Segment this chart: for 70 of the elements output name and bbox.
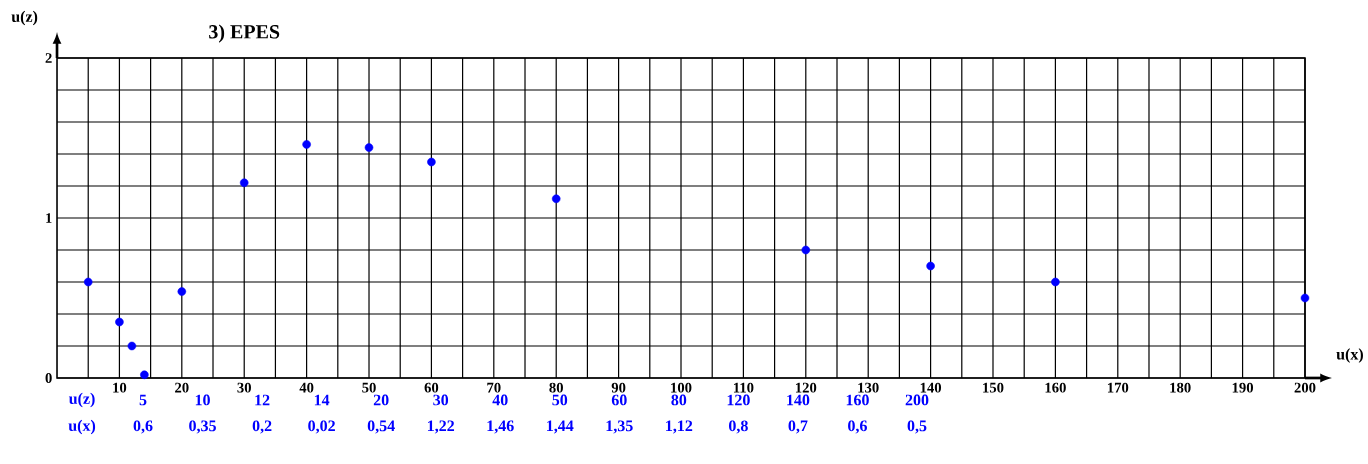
text: 5 [139, 394, 147, 406]
text: 140 [787, 394, 810, 406]
text: 0,02 [308, 420, 335, 434]
y-tick-label: 1 [46, 213, 52, 223]
text: 0,7 [788, 420, 808, 434]
point [801, 245, 811, 255]
text: 0,6 [848, 420, 867, 434]
y-tick-label: 0 [45, 373, 52, 383]
x-tick-label: 90 [611, 382, 626, 393]
x-tick-label: 190 [1232, 382, 1254, 393]
x-tick-label: 170 [1107, 382, 1129, 393]
text: 1,35 [606, 420, 633, 434]
point [140, 370, 149, 380]
x-tick-label: 40 [299, 382, 314, 393]
text: 1,22 [427, 420, 455, 434]
text: 80 [671, 394, 687, 406]
x-tick-label: 50 [362, 382, 376, 393]
point [127, 341, 137, 351]
point [427, 157, 436, 167]
text: 0,6 [133, 420, 153, 434]
text: 20 [373, 394, 389, 406]
x-tick-label: 80 [549, 382, 563, 393]
x-tick-label: 60 [424, 382, 439, 393]
x-tick-label: 130 [858, 382, 879, 393]
text: 1,46 [487, 420, 514, 434]
x-tick-label: 110 [733, 382, 754, 393]
point [1051, 277, 1060, 287]
x-tick-label: 180 [1170, 382, 1191, 393]
text: 50 [552, 394, 568, 406]
text: 200 [905, 394, 929, 406]
point [364, 143, 374, 152]
x-tick-label: 120 [795, 382, 817, 393]
x-tick-label: 30 [237, 382, 251, 393]
chart-title: 3) EPES [209, 24, 280, 43]
point [302, 140, 311, 149]
x-tick-label: 10 [113, 382, 127, 393]
x-tick-label: 70 [487, 382, 501, 393]
text: 60 [611, 394, 627, 406]
text: 0,35 [189, 420, 216, 434]
text: 1,44 [547, 420, 574, 434]
text: 10 [195, 394, 210, 406]
point [1300, 293, 1310, 303]
text: 30 [433, 394, 449, 406]
text: 0,5 [907, 420, 927, 434]
text: 120 [727, 394, 750, 406]
y-axis-title: u(z) [11, 10, 38, 26]
point [115, 317, 124, 327]
x-axis-title: u(x) [1336, 348, 1363, 363]
text: 160 [846, 394, 869, 406]
x-tick-label: 100 [671, 382, 692, 393]
text: u(z) [68, 392, 95, 408]
point [83, 277, 93, 287]
text: 12 [255, 394, 270, 406]
x-tick-label: 20 [175, 382, 189, 393]
x-tick-label: 140 [920, 382, 942, 393]
text: 14 [314, 394, 330, 406]
point [551, 194, 561, 204]
text: 0,2 [252, 420, 272, 434]
point [177, 287, 187, 296]
x-tick-label: 200 [1294, 382, 1316, 393]
text: 1,12 [666, 420, 693, 434]
text: 0,8 [729, 420, 748, 434]
text: u(x) [68, 419, 96, 435]
text: 40 [492, 394, 508, 406]
text: 0,54 [367, 420, 395, 434]
y-tick-label: 2 [45, 53, 52, 63]
point [926, 261, 935, 271]
x-tick-label: 160 [1045, 382, 1066, 393]
x-tick-label: 150 [983, 382, 1004, 393]
point [239, 178, 249, 188]
